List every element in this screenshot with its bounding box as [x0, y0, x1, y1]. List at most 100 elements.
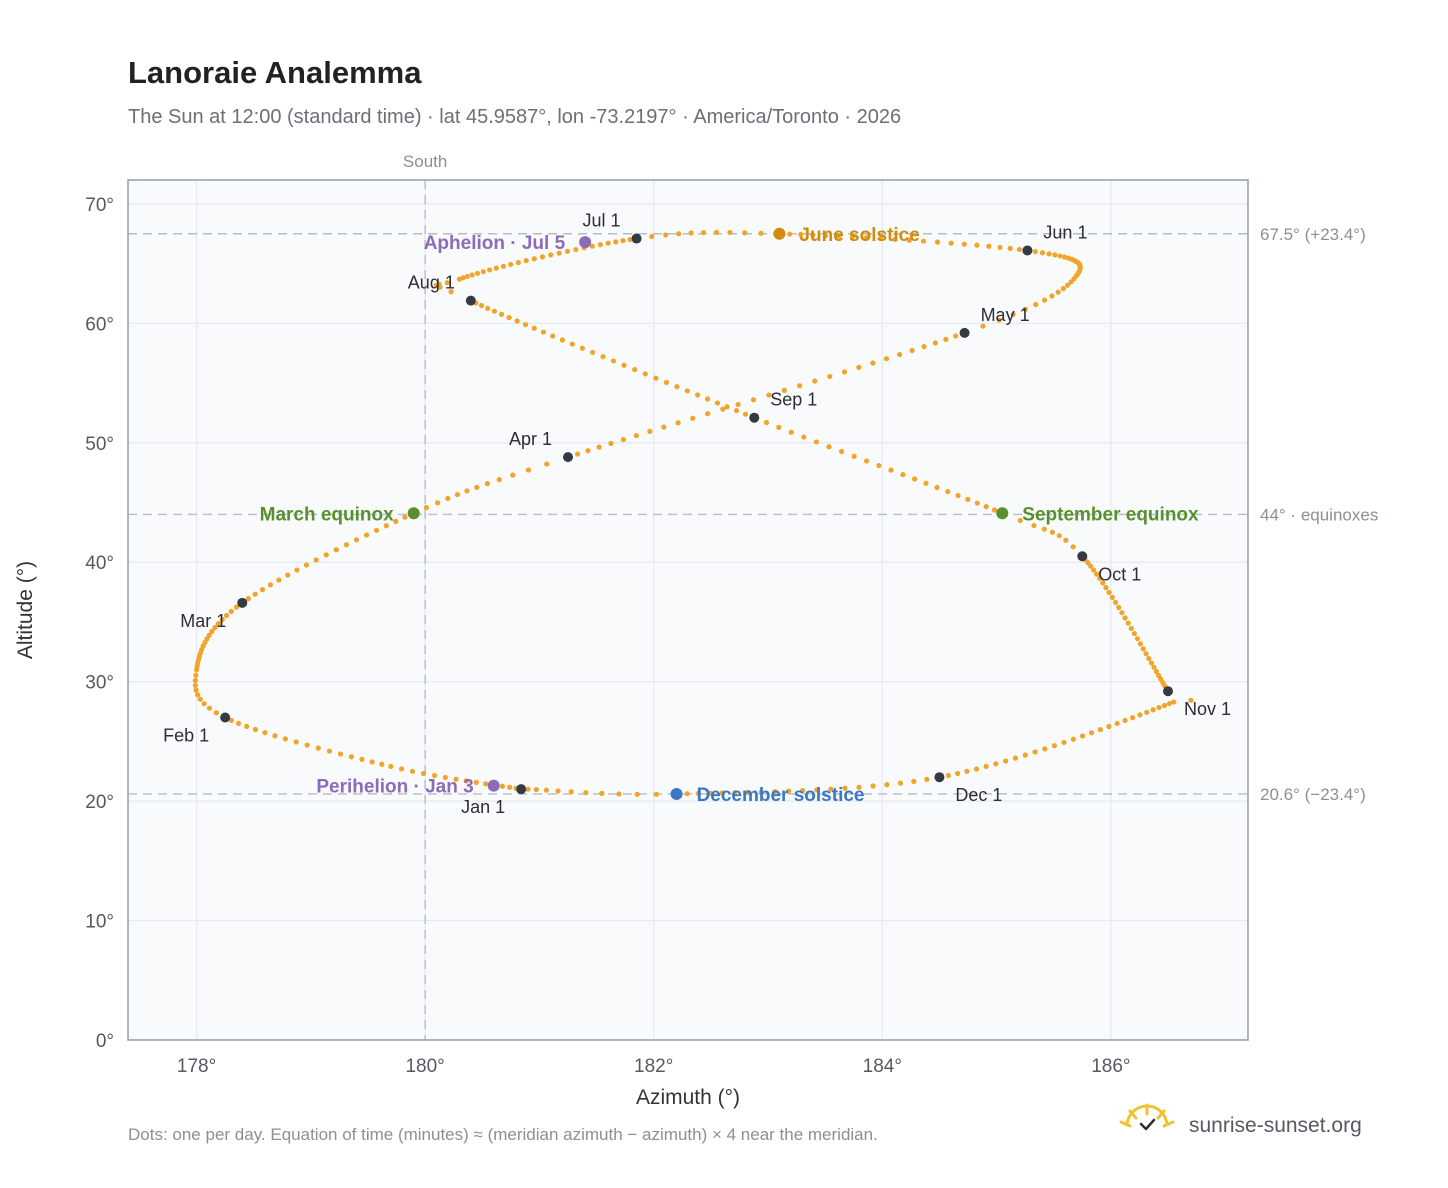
daily-sun-dot	[621, 362, 627, 368]
daily-sun-dot	[500, 263, 506, 269]
daily-sun-dot	[1091, 567, 1097, 573]
daily-sun-dot	[223, 612, 230, 619]
y-tick-label: 30°	[85, 673, 114, 694]
daily-sun-dot	[735, 401, 741, 408]
daily-sun-dot	[776, 424, 782, 430]
event-marker	[407, 507, 420, 520]
daily-sun-dot	[1049, 529, 1056, 535]
daily-sun-dot	[1166, 701, 1172, 707]
daily-sun-dot	[993, 761, 999, 767]
daily-sun-dot	[204, 636, 210, 642]
daily-sun-dot	[244, 723, 250, 730]
brand-name: sunrise-sunset.org	[1189, 1114, 1362, 1137]
month-marker	[1022, 245, 1033, 256]
daily-sun-dot	[574, 451, 581, 457]
daily-sun-dot	[842, 785, 848, 791]
daily-sun-dot	[525, 467, 532, 473]
event-label: September equinox	[1022, 504, 1199, 525]
daily-sun-dot	[798, 231, 804, 238]
event-label: December solstice	[697, 785, 865, 806]
daily-sun-dot	[955, 492, 961, 499]
month-label: Jun 1	[1043, 222, 1087, 242]
daily-sun-dot	[304, 742, 310, 748]
daily-sun-dot	[276, 577, 282, 583]
daily-sun-dot	[353, 537, 360, 543]
daily-sun-dot	[1122, 615, 1128, 621]
y-tick-label: 20°	[85, 792, 114, 813]
daily-sun-dot	[649, 233, 655, 240]
daily-sun-dot	[259, 587, 266, 593]
daily-sun-dot	[294, 567, 300, 573]
daily-sun-dot	[585, 448, 591, 454]
daily-sun-dot	[1055, 289, 1061, 295]
daily-sun-dot	[727, 229, 733, 236]
daily-sun-dot	[849, 234, 855, 240]
daily-sun-dot	[491, 308, 497, 314]
daily-sun-dot	[1119, 610, 1125, 616]
daily-sun-dot	[1010, 311, 1016, 318]
daily-sun-dot	[444, 280, 450, 286]
reference-label: 67.5° (+23.4°)	[1260, 225, 1366, 244]
daily-sun-dot	[713, 229, 719, 235]
daily-sun-dot	[733, 407, 740, 414]
daily-sun-dot	[1060, 286, 1066, 292]
daily-sun-dot	[431, 772, 438, 779]
daily-sun-dot	[445, 495, 451, 502]
month-marker	[516, 784, 527, 795]
daily-sun-dot	[605, 240, 611, 246]
daily-sun-dot	[750, 397, 757, 403]
daily-sun-dot	[909, 347, 915, 354]
daily-sun-dot	[684, 388, 690, 394]
daily-sun-dot	[1079, 733, 1086, 739]
daily-sun-dot	[826, 444, 832, 450]
daily-sun-dot	[1088, 730, 1095, 736]
month-label: Aug 1	[408, 273, 455, 293]
daily-sun-dot	[720, 406, 726, 412]
daily-sun-dot	[1046, 251, 1052, 257]
daily-sun-dot	[934, 239, 941, 245]
daily-sun-dot	[359, 756, 365, 762]
daily-sun-dot	[676, 231, 682, 237]
month-label: Jan 1	[461, 797, 505, 817]
daily-sun-dot	[921, 344, 927, 350]
daily-sun-dot	[233, 604, 240, 610]
daily-sun-dot	[1125, 620, 1131, 626]
daily-sun-dot	[454, 491, 461, 498]
month-marker	[749, 412, 760, 423]
daily-sun-dot	[1106, 589, 1112, 596]
daily-sun-dot	[745, 789, 751, 795]
daily-sun-dot	[1032, 249, 1038, 255]
daily-sun-dot	[523, 258, 529, 264]
daily-sun-dot	[485, 305, 491, 311]
daily-sun-dot	[1097, 727, 1103, 733]
daily-sun-dot	[435, 500, 441, 506]
daily-sun-dot	[991, 507, 998, 513]
chart-title: Lanoraie Analemma	[128, 55, 422, 90]
event-marker	[670, 787, 683, 800]
daily-sun-dot	[642, 371, 648, 377]
daily-sun-dot	[1128, 625, 1134, 631]
daily-sun-dot	[464, 488, 470, 494]
daily-sun-dot	[219, 616, 225, 623]
daily-sun-dot	[1033, 301, 1039, 308]
month-label: Sep 1	[770, 390, 817, 410]
daily-sun-dot	[1051, 743, 1058, 749]
daily-sun-dot	[1130, 715, 1136, 721]
daily-sun-dot	[892, 236, 898, 242]
footer-note: Dots: one per day. Equation of time (min…	[128, 1125, 878, 1144]
daily-sun-dot	[1156, 704, 1162, 711]
daily-sun-dot	[997, 244, 1003, 250]
daily-sun-dot	[323, 552, 329, 558]
daily-sun-dot	[627, 236, 633, 243]
daily-sun-dot	[423, 505, 430, 511]
daily-sun-dot	[684, 791, 690, 797]
daily-sun-dot	[870, 360, 876, 366]
daily-sun-dot	[420, 770, 427, 777]
daily-sun-dot	[1088, 563, 1094, 569]
daily-sun-dot	[653, 791, 660, 797]
daily-sun-dot	[315, 745, 321, 751]
x-tick-label: 178°	[177, 1056, 216, 1077]
daily-sun-dot	[369, 759, 375, 765]
event-label: March equinox	[260, 504, 395, 525]
daily-sun-dot	[348, 754, 354, 760]
